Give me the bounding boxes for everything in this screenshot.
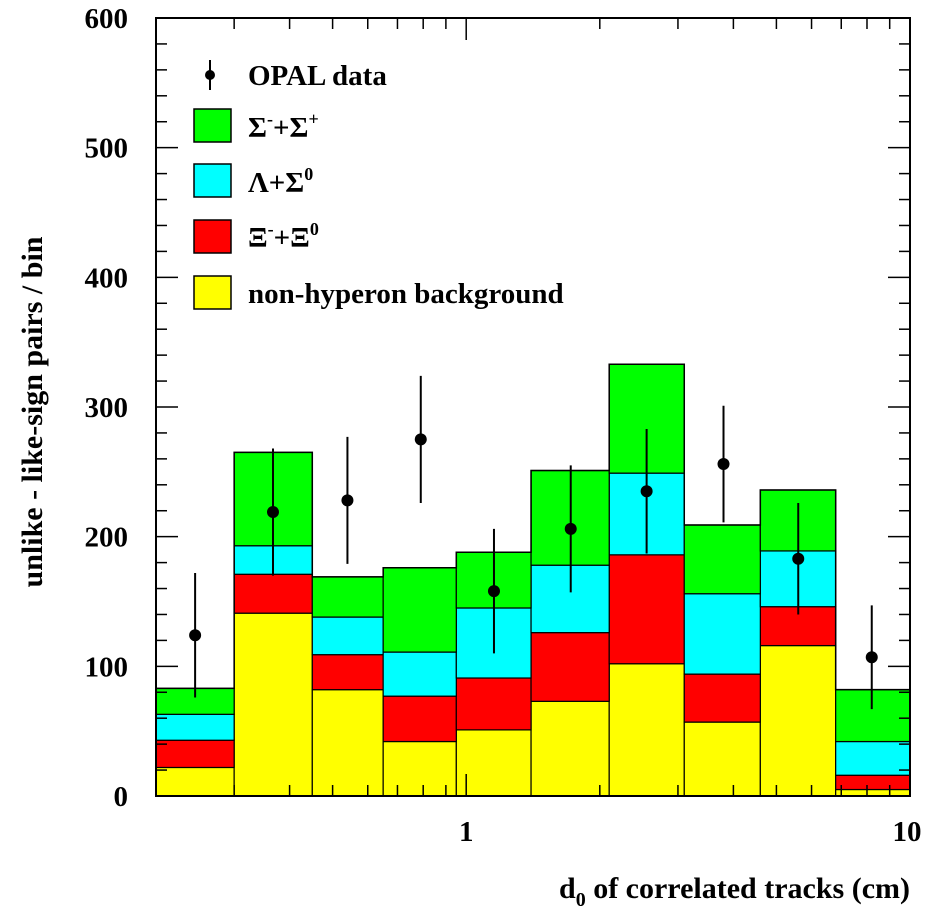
data-point-4 xyxy=(487,585,500,598)
y-tick-label-300: 300 xyxy=(85,392,129,424)
y-axis-title: unlike - like-sign pairs / bin xyxy=(16,236,49,587)
legend-item-background: non-hyperon background xyxy=(193,275,564,310)
bar-series-1-bin-1 xyxy=(233,573,313,614)
legend-item-opal-data: OPAL data xyxy=(205,60,387,92)
bar-series-1-bin-5 xyxy=(530,632,610,702)
y-tick-label-400: 400 xyxy=(85,262,129,294)
bar-series-0-bin-1 xyxy=(233,612,313,797)
bar-series-2-bin-7 xyxy=(683,593,761,675)
legend-swatch-yellow xyxy=(193,275,232,310)
histogram-outline xyxy=(156,363,910,691)
legend-swatch-green xyxy=(193,108,232,143)
bar-series-0-bin-0 xyxy=(155,766,235,797)
bar-series-1-bin-4 xyxy=(455,677,532,731)
bar-series-0-bin-6 xyxy=(608,663,685,797)
bar-series-2-bin-3 xyxy=(382,651,457,697)
tick-labels: 0 100 200 300 400 500 600 1 10 xyxy=(85,3,922,848)
bar-series-1-bin-7 xyxy=(683,673,761,723)
bar-series-0-bin-8 xyxy=(759,644,837,797)
legend-item-xi: Ξ-+Ξ0 xyxy=(193,219,319,254)
bar-series-0-bin-4 xyxy=(455,729,532,797)
bar-series-3-bin-3 xyxy=(382,567,457,653)
legend-item-sigma-minus-plus: Σ-+Σ+ xyxy=(193,108,319,144)
legend-label-xi: Ξ-+Ξ0 xyxy=(248,219,319,254)
y-tick-label-0: 0 xyxy=(114,781,129,813)
legend: OPAL data Σ-+Σ+ Λ+Σ0 Ξ-+Ξ0 non-hyperon b… xyxy=(193,60,564,310)
bar-series-3-bin-7 xyxy=(683,524,761,595)
bar-series-1-bin-2 xyxy=(311,654,384,691)
legend-swatch-red xyxy=(193,219,232,254)
y-tick-label-200: 200 xyxy=(85,522,129,554)
x-tick-label-1: 1 xyxy=(459,816,474,848)
y-tick-label-100: 100 xyxy=(85,651,129,683)
legend-label-opal-data: OPAL data xyxy=(248,60,387,92)
y-tick-label-500: 500 xyxy=(85,133,129,165)
bar-series-0-bin-7 xyxy=(683,721,761,797)
legend-marker-point xyxy=(205,70,215,80)
bar-series-1-bin-6 xyxy=(608,554,685,665)
legend-item-lambda-sigma0: Λ+Σ0 xyxy=(193,163,313,199)
legend-label-background: non-hyperon background xyxy=(248,278,564,310)
bar-series-1-bin-0 xyxy=(155,739,235,769)
data-point-9 xyxy=(865,651,878,664)
bar-series-0-bin-5 xyxy=(530,700,610,797)
histogram-top-outline xyxy=(156,363,910,691)
bar-series-2-bin-0 xyxy=(155,713,235,741)
data-point-8 xyxy=(792,552,805,565)
data-point-2 xyxy=(341,494,354,507)
data-point-0 xyxy=(189,629,202,642)
legend-label-lambda: Λ+Σ0 xyxy=(248,164,313,199)
x-tick-label-10: 10 xyxy=(893,816,922,848)
data-points xyxy=(189,375,878,710)
bar-series-3-bin-9 xyxy=(835,689,911,743)
bar-series-2-bin-2 xyxy=(311,616,384,656)
data-point-3 xyxy=(414,433,427,446)
data-point-5 xyxy=(564,522,577,535)
axis-ticks xyxy=(155,17,911,797)
bar-series-3-bin-2 xyxy=(311,576,384,618)
y-tick-label-600: 600 xyxy=(85,3,129,35)
x-axis-title: d0 of correlated tracks (cm) xyxy=(559,872,910,911)
bar-series-2-bin-9 xyxy=(835,740,911,776)
bar-series-1-bin-3 xyxy=(382,695,457,743)
bar-series-0-bin-3 xyxy=(382,740,457,797)
data-point-1 xyxy=(267,506,280,519)
legend-swatch-cyan xyxy=(193,163,232,198)
data-point-7 xyxy=(717,458,730,471)
bar-series-0-bin-2 xyxy=(311,689,384,797)
bar-series-1-bin-9 xyxy=(835,774,911,791)
data-point-6 xyxy=(640,485,653,498)
stacked-bars xyxy=(155,363,911,797)
legend-label-sigma: Σ-+Σ+ xyxy=(248,109,319,144)
